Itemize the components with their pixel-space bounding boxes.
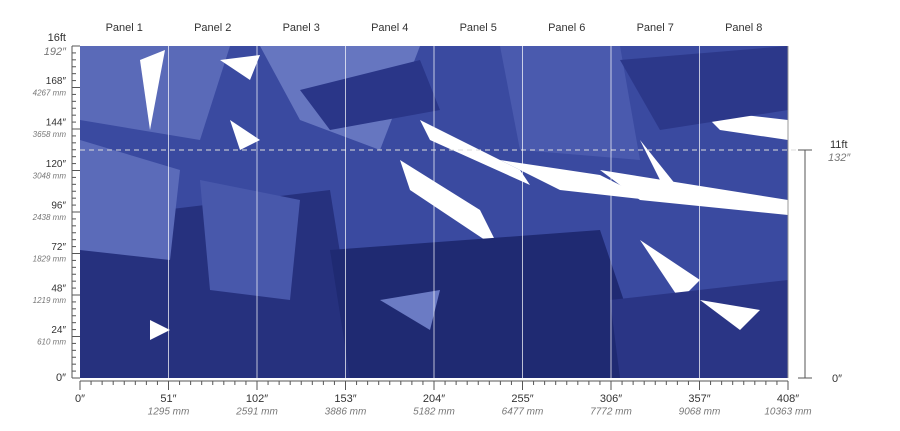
- right-label: 11ft: [830, 139, 848, 151]
- ruler-sublabel: 6477 mm: [502, 407, 544, 418]
- ruler-sublabel: 10363 mm: [764, 407, 811, 418]
- ruler-label: 0″: [75, 393, 85, 405]
- ruler-sublabel: 1219 mm: [33, 296, 67, 305]
- ruler-label: 306″: [600, 393, 622, 405]
- ruler-sublabel: 192″: [44, 46, 67, 58]
- ruler-sublabel: 7772 mm: [590, 407, 632, 418]
- panel-label: Panel 1: [106, 22, 143, 34]
- ruler-sublabel: 3658 mm: [33, 130, 67, 139]
- ruler-sublabel: 610 mm: [37, 338, 66, 347]
- ruler-label: 51″: [160, 393, 176, 405]
- ruler-label: 153″: [334, 393, 356, 405]
- panel-label: Panel 5: [460, 22, 497, 34]
- right-label: 0″: [832, 373, 842, 385]
- ruler-label: 0″: [56, 372, 66, 384]
- ruler-sublabel: 2438 mm: [32, 213, 67, 222]
- ruler-label: 144″: [46, 118, 67, 129]
- ruler-label: 255″: [511, 393, 533, 405]
- panel-label: Panel 4: [371, 22, 408, 34]
- ruler-label: 204″: [423, 393, 445, 405]
- panel-label: Panel 7: [637, 22, 674, 34]
- panel-label: Panel 2: [194, 22, 231, 34]
- ruler-sublabel: 2591 mm: [235, 407, 278, 418]
- ruler-label: 102″: [246, 393, 268, 405]
- ruler-sublabel: 5182 mm: [413, 407, 455, 418]
- ruler-label: 72″: [51, 242, 66, 253]
- panel-label: Panel 8: [725, 22, 762, 34]
- ruler-sublabel: 1295 mm: [148, 407, 190, 418]
- ruler-label: 24″: [51, 325, 66, 336]
- ruler-label: 48″: [51, 284, 66, 295]
- panel-label: Panel 6: [548, 22, 585, 34]
- ruler-label: 16ft: [48, 32, 66, 44]
- ruler-sublabel: 3886 mm: [325, 407, 367, 418]
- ruler-label: 168″: [46, 76, 67, 87]
- right-sublabel: 132″: [828, 152, 851, 164]
- panel-label: Panel 3: [283, 22, 320, 34]
- ruler-sublabel: 9068 mm: [679, 407, 721, 418]
- ruler-sublabel: 4267 mm: [33, 89, 67, 98]
- ruler-label: 96″: [51, 201, 66, 212]
- ruler-label: 357″: [688, 393, 710, 405]
- ruler-sublabel: 3048 mm: [33, 172, 67, 181]
- rulers: Panel 1 Panel 2 Panel 3 Panel 4 Panel 5 Panel…: [32, 22, 852, 418]
- ruler-label: 120″: [46, 159, 67, 170]
- ruler-label: 408″: [777, 393, 799, 405]
- ruler-sublabel: 1829 mm: [33, 255, 67, 264]
